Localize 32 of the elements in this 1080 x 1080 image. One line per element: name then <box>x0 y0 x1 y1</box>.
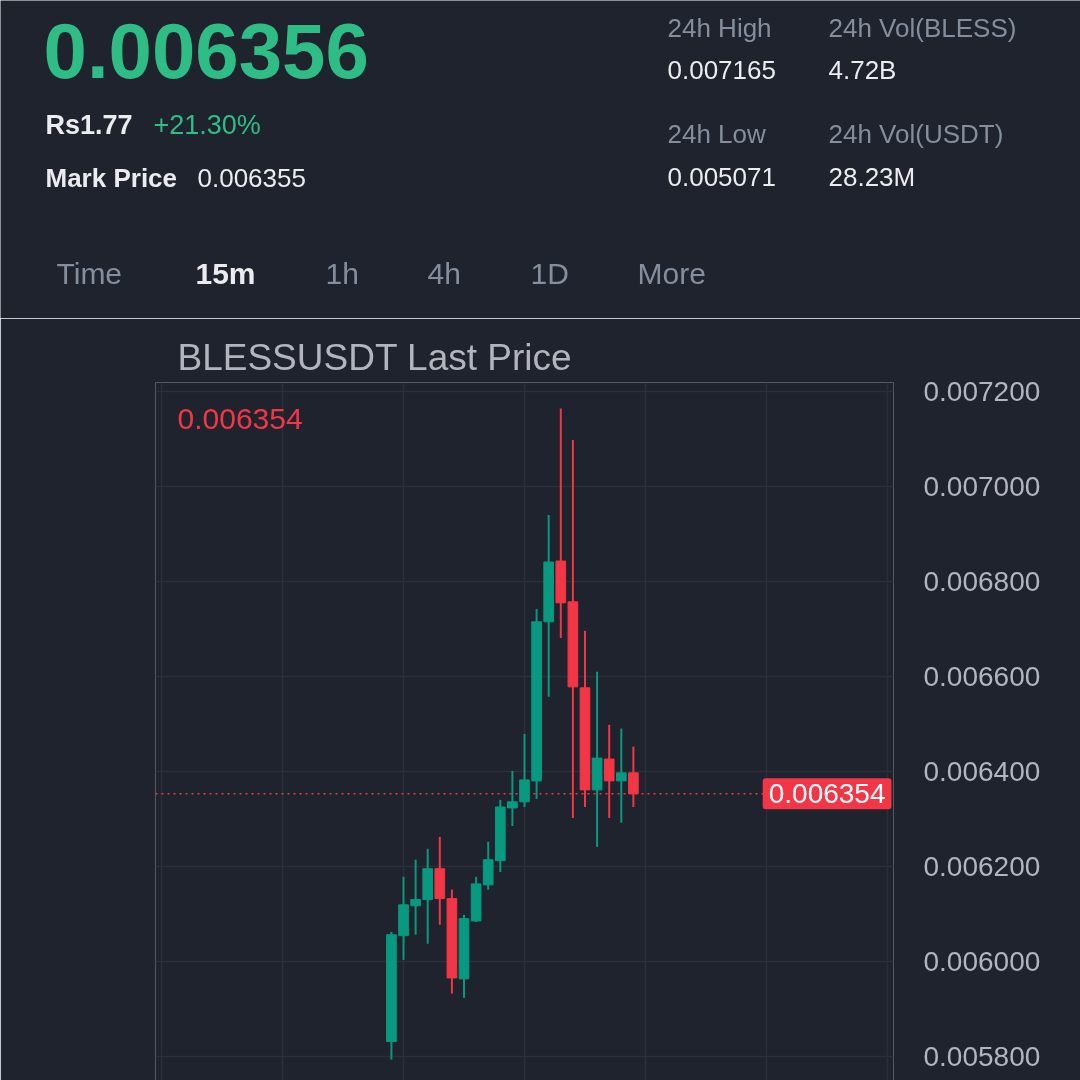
text: 0.005071 <box>667 161 776 192</box>
text: 15m <box>195 257 256 290</box>
text: Time <box>56 257 123 290</box>
text: 1h <box>325 257 359 290</box>
candlestick <box>628 745 639 808</box>
text: 0.006354 <box>177 401 303 435</box>
y-tick-label: 0.007200 <box>923 376 1041 408</box>
text: 0.006355 <box>197 162 306 193</box>
text: 24h High <box>667 12 772 43</box>
text: 0.006356 <box>43 6 369 95</box>
y-tick-label: 0.006600 <box>923 661 1041 693</box>
text: 24h Vol(BLESS) <box>828 12 1017 43</box>
y-tick-label: 0.006200 <box>923 851 1041 883</box>
text: 28.23M <box>828 161 916 192</box>
text: 24h Vol(USDT) <box>828 118 1004 149</box>
y-tick-label: 0.006800 <box>923 566 1041 598</box>
text: More <box>637 257 706 290</box>
text: 4h <box>427 257 461 290</box>
y-tick-label: 0.005800 <box>923 1041 1041 1073</box>
y-tick-label: 0.006000 <box>923 946 1041 978</box>
text: 1D <box>530 257 569 290</box>
chart-title: BLESSUSDT Last Price <box>177 336 572 378</box>
text: 4.72B <box>828 54 897 85</box>
candlestick <box>615 727 627 824</box>
text: 24h Low <box>667 118 767 149</box>
text: +21.30% <box>153 109 261 140</box>
text: 0.007165 <box>667 54 776 85</box>
y-tick-label: 0.007000 <box>923 471 1041 503</box>
ref-line-label: 0.006354 <box>768 778 886 810</box>
text: Rs1.77 <box>45 109 133 140</box>
text: Mark Price <box>45 162 178 193</box>
y-tick-label: 0.006400 <box>923 756 1041 788</box>
